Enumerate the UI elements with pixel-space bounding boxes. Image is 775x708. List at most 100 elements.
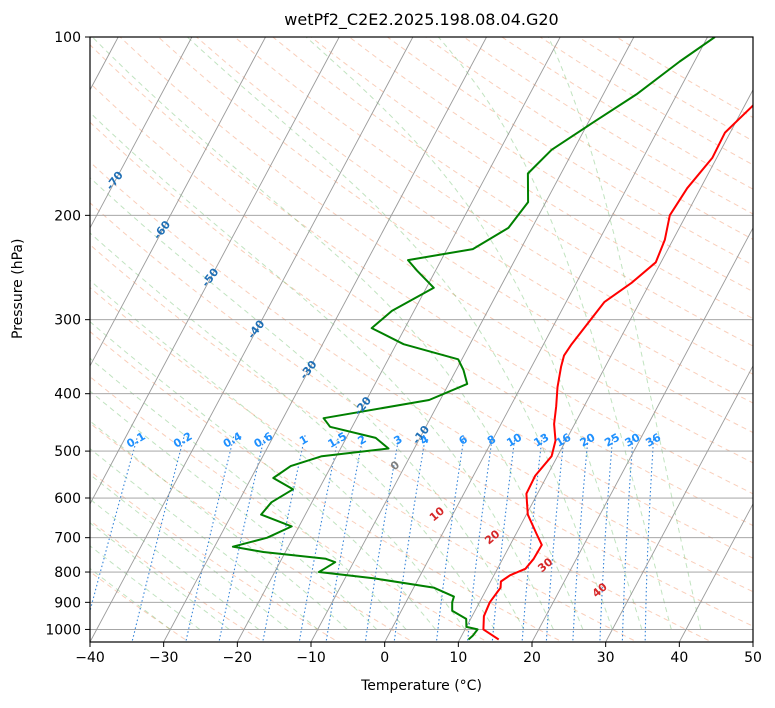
isotherm-line [0, 37, 45, 642]
dry-adiabat-line [90, 82, 753, 527]
isotherm-line [752, 641, 753, 642]
x-tick-label: −30 [149, 650, 179, 666]
mixing-ratio-line [218, 435, 266, 642]
y-axis-label: Pressure (hPa) [10, 238, 26, 339]
moist-adiabat-line [90, 357, 407, 630]
moist-adiabat-label: 10 [427, 504, 447, 524]
y-tick-label: 500 [54, 444, 81, 460]
temperature-profile-line [482, 104, 753, 641]
dry-adiabat-line [90, 330, 564, 642]
moist-adiabat-line [547, 37, 702, 630]
mixing-ratio-line [621, 435, 634, 642]
mixing-ratio-label: 30 [623, 431, 643, 450]
dry-adiabat-line [90, 571, 190, 642]
moist-adiabat-line [90, 447, 319, 630]
y-tick-label: 100 [54, 30, 81, 46]
y-tick-label: 800 [54, 565, 81, 581]
chart-title: wetPf2_C2E2.2025.198.08.04.G20 [284, 10, 559, 29]
mixing-ratio-label: 13 [532, 431, 552, 450]
isotherm-label: -50 [199, 265, 222, 289]
y-tick-label: 600 [54, 491, 81, 507]
mixing-ratio-label: 8 [485, 433, 498, 448]
isotherm-label: -80 [51, 129, 74, 153]
moist-adiabat-line [90, 232, 495, 630]
isotherm-label: -90 [0, 88, 22, 112]
mixing-ratio-line [466, 435, 494, 642]
isotherm-line [90, 37, 193, 229]
dry-adiabat-line [425, 37, 753, 240]
dry-adiabat-line [90, 121, 753, 559]
y-tick-label: 200 [54, 208, 81, 224]
x-tick-label: 50 [744, 650, 762, 666]
mixing-ratio-line [545, 435, 565, 642]
dry-adiabat-line [234, 37, 753, 375]
moist-adiabat-line [305, 37, 643, 630]
plot-frame [89, 36, 754, 643]
x-tick-label: −20 [223, 650, 253, 666]
isotherm-line [457, 88, 753, 642]
y-tick-label: 400 [54, 387, 81, 403]
mixing-ratio-line [262, 435, 306, 642]
moist-adiabat-line [90, 522, 230, 630]
moist-adiabat-line [90, 498, 260, 630]
isotherm-line [605, 364, 753, 642]
moist-adiabat-line [90, 473, 289, 630]
mixing-ratio-label: 0.6 [252, 429, 276, 450]
mixing-ratio-label: 36 [643, 431, 663, 450]
mixing-ratio-line [644, 435, 655, 642]
y-tick-label: 700 [54, 531, 81, 547]
dry-adiabat-line [119, 37, 753, 464]
dry-adiabat-line [501, 37, 753, 190]
mixing-ratio-label: 3 [391, 433, 404, 448]
mixing-ratio-label: 6 [457, 432, 470, 447]
isotherm-line [90, 37, 414, 642]
mixing-ratio-line [298, 435, 340, 642]
dry-adiabat-line [310, 37, 753, 320]
dry-adiabat-line [90, 161, 753, 593]
isotherm-label: -60 [151, 218, 174, 242]
mixing-ratio-line [364, 435, 400, 642]
mixing-ratio-line [572, 435, 589, 642]
dry-adiabat-line [348, 37, 753, 293]
isotherm-line [310, 37, 635, 642]
mixing-ratio-line [435, 435, 465, 642]
mixing-ratio-line [521, 435, 543, 642]
isotherm-line [90, 37, 340, 505]
mixing-ratio-line [131, 435, 186, 642]
mixing-ratio-label: 16 [554, 431, 574, 450]
isotherm-line [163, 37, 487, 642]
dry-adiabat-line [90, 422, 414, 642]
x-tick-label: 0 [380, 650, 389, 666]
dry-adiabat-line [90, 376, 489, 642]
isotherm-line [90, 37, 119, 91]
x-axis-label: Temperature (°C) [361, 678, 482, 694]
isotherm-line [678, 503, 753, 642]
isotherm-line [236, 37, 561, 642]
y-tick-label: 1000 [45, 622, 81, 638]
moist-adiabat-line [90, 279, 466, 630]
isotherm-label: -40 [245, 317, 268, 341]
dry-adiabat-line [578, 37, 753, 142]
mixing-ratio-label: 0.2 [171, 430, 194, 451]
x-tick-label: 10 [449, 650, 467, 666]
x-tick-label: −10 [296, 650, 326, 666]
dry-adiabat-line [90, 202, 753, 627]
dry-adiabat-line [616, 37, 753, 119]
moist-adiabat-label: 0 [388, 458, 402, 473]
moist-adiabat-label: 20 [482, 527, 502, 547]
x-tick-label: 40 [670, 650, 688, 666]
moist-adiabat-label: 40 [590, 580, 610, 600]
moist-adiabat-line [90, 111, 554, 630]
dewpoint-profile-line [231, 37, 716, 641]
dry-adiabat-line [90, 519, 265, 642]
x-tick-label: 30 [597, 650, 615, 666]
mixing-ratio-label: 20 [578, 431, 598, 450]
x-tick-label: −40 [75, 650, 105, 666]
moist-adiabat-line [90, 321, 436, 630]
isotherm-label: -30 [297, 358, 320, 382]
moist-adiabat-line [437, 37, 672, 630]
isotherm-label: -20 [352, 394, 375, 418]
isotherm-line [531, 226, 753, 642]
